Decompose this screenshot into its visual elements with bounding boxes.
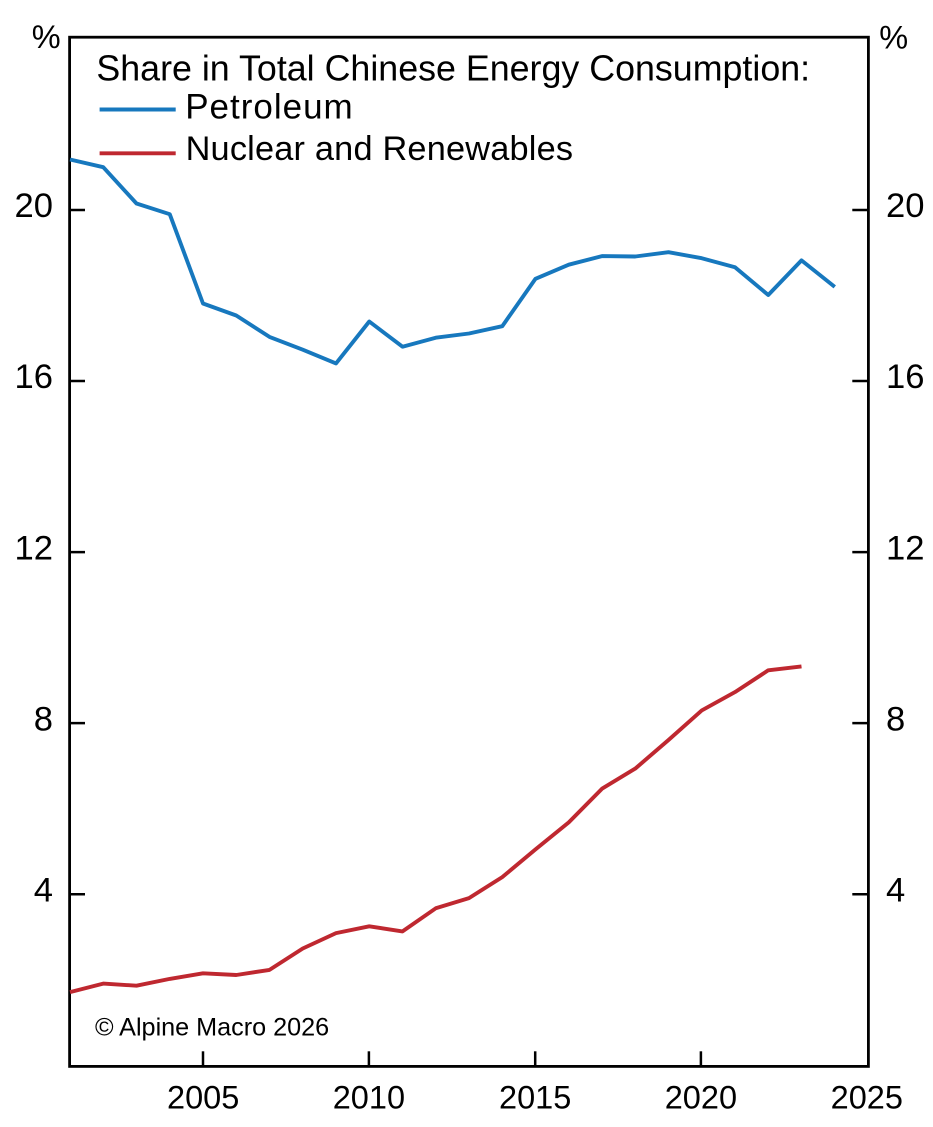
svg-text:20: 20 xyxy=(15,187,53,225)
svg-text:16: 16 xyxy=(15,358,53,396)
svg-text:16: 16 xyxy=(886,358,924,396)
svg-text:%: % xyxy=(879,19,908,55)
svg-text:© Alpine Macro 2026: © Alpine Macro 2026 xyxy=(95,1014,329,1042)
svg-text:%: % xyxy=(32,19,61,55)
svg-text:4: 4 xyxy=(886,871,905,909)
svg-text:2005: 2005 xyxy=(167,1080,239,1116)
svg-text:2025: 2025 xyxy=(831,1080,903,1116)
svg-text:8: 8 xyxy=(34,700,53,738)
svg-text:2010: 2010 xyxy=(333,1080,405,1116)
svg-text:12: 12 xyxy=(15,529,53,567)
svg-text:Share in Total Chinese Energy: Share in Total Chinese Energy Consumptio… xyxy=(96,48,810,88)
svg-text:2020: 2020 xyxy=(665,1080,737,1116)
svg-text:12: 12 xyxy=(886,529,924,567)
svg-text:20: 20 xyxy=(886,187,924,225)
svg-text:2015: 2015 xyxy=(499,1080,571,1116)
svg-text:Nuclear and Renewables: Nuclear and Renewables xyxy=(186,130,574,168)
svg-text:Petroleum: Petroleum xyxy=(185,87,354,126)
svg-text:8: 8 xyxy=(886,700,905,738)
svg-text:4: 4 xyxy=(34,871,53,909)
